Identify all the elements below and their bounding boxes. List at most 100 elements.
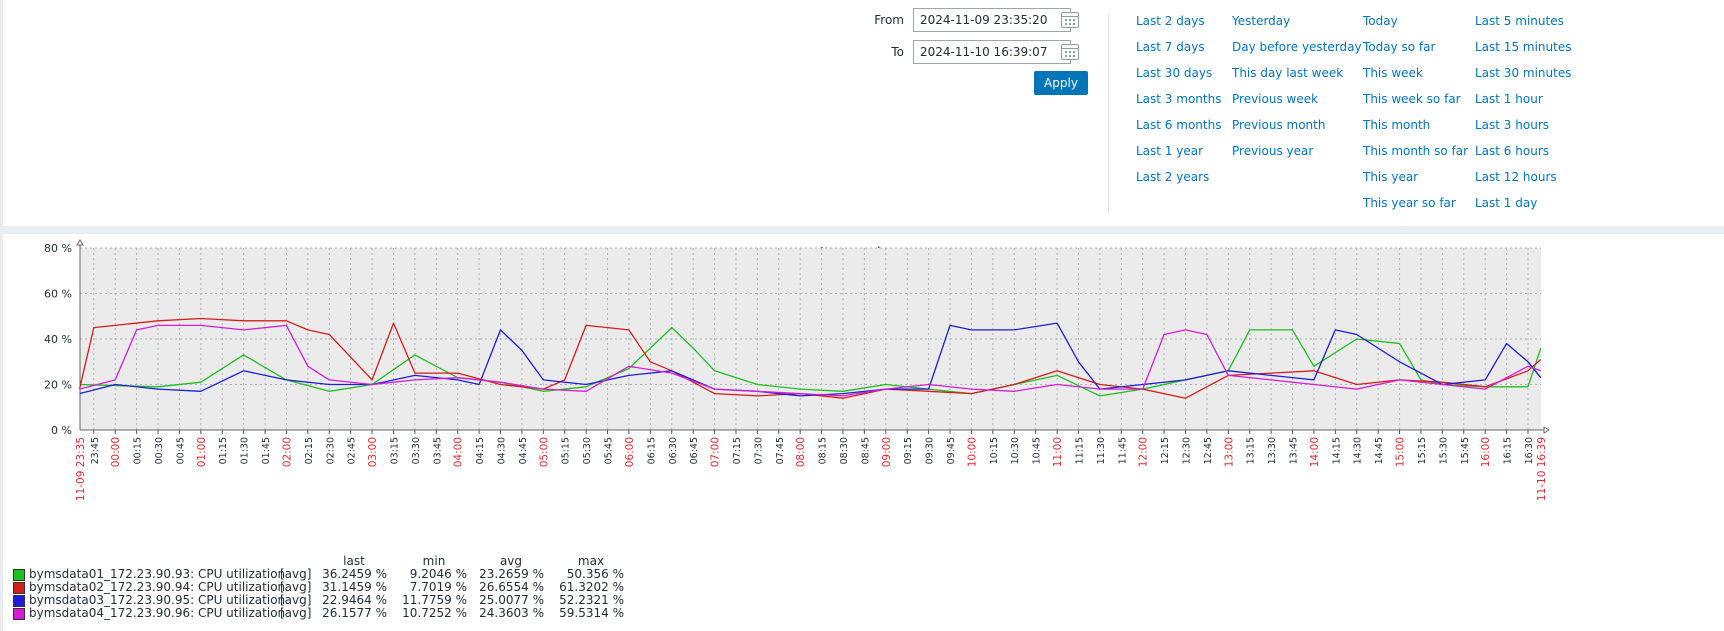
x-tick-label: 13:15 [1246,437,1257,464]
legend-swatch [13,608,25,620]
x-tick-label: 05:30 [582,437,593,464]
x-tick-label: 10:15 [989,437,1000,464]
to-date-input[interactable] [913,40,1071,64]
x-tick-label: 12:15 [1160,437,1171,464]
quick-range-this-day-last-week[interactable]: This day last week [1232,66,1344,80]
x-tick-label: 06:15 [646,437,657,464]
quick-range-last-3-months[interactable]: Last 3 months [1136,92,1222,106]
quick-range-last-2-days[interactable]: Last 2 days [1136,14,1205,28]
quick-range-previous-week[interactable]: Previous week [1232,92,1319,106]
legend-swatch [13,582,25,594]
x-tick-label: 07:00 [710,437,722,467]
x-tick-label: 12:45 [1203,437,1214,464]
quick-range-last-7-days[interactable]: Last 7 days [1136,40,1205,54]
x-tick-label: 09:15 [903,437,914,464]
quick-range-last-6-months[interactable]: Last 6 months [1136,118,1222,132]
x-tick-label: 14:15 [1331,437,1342,464]
y-tick-label: 60 % [44,288,72,301]
from-calendar-icon[interactable] [1061,12,1079,28]
x-tick-label: 00:30 [154,437,165,464]
x-axis-arrow [1543,426,1550,434]
legend-max-value: 52.2321 % [559,593,624,607]
graph-panel: Item values 0 %20 %40 %60 %80 %23:4500:0… [3,234,1724,631]
x-tick-label: 01:30 [240,437,251,464]
legend-last-value: 36.2459 % [322,567,387,581]
legend-avg-value: 25.0077 % [479,593,544,607]
y-tick-label: 20 % [44,379,72,392]
y-tick-label: 40 % [44,333,72,346]
x-end-label: 11-10 16:39 [1536,437,1548,501]
x-tick-label: 11:15 [1074,437,1085,464]
x-tick-label: 04:15 [475,437,486,464]
legend-header-max: max [577,554,605,568]
x-tick-label: 01:15 [218,437,229,464]
legend-function: [avg] [280,606,312,620]
x-tick-label: 14:00 [1309,437,1321,467]
quick-range-day-before-yesterday[interactable]: Day before yesterday [1232,40,1362,54]
x-tick-label: 01:45 [261,437,272,464]
x-tick-label: 07:30 [753,437,764,464]
quick-range-previous-month[interactable]: Previous month [1232,118,1326,132]
from-date-input[interactable] [913,8,1071,32]
legend-header-min: min [422,554,446,568]
quick-range-last-5-minutes[interactable]: Last 5 minutes [1475,14,1564,28]
x-tick-label: 16:15 [1503,437,1514,464]
x-tick-label: 15:30 [1438,437,1449,464]
legend-avg-value: 24.3603 % [479,606,544,620]
apply-button[interactable]: Apply [1034,71,1088,95]
y-tick-label: 80 % [44,242,72,255]
quick-range-this-week-so-far[interactable]: This week so far [1363,92,1461,106]
quick-range-last-30-minutes[interactable]: Last 30 minutes [1475,66,1572,80]
x-tick-label: 10:00 [966,437,978,467]
to-calendar-icon[interactable] [1061,44,1079,60]
x-tick-label: 11:45 [1117,437,1128,464]
series-line-3 [79,322,1542,397]
quick-range-last-3-hours[interactable]: Last 3 hours [1475,118,1549,132]
quick-range-last-30-days[interactable]: Last 30 days [1136,66,1213,80]
x-tick-label: 13:00 [1223,437,1235,467]
quick-range-previous-year[interactable]: Previous year [1232,144,1314,158]
x-tick-label: 05:45 [604,437,615,464]
quick-range-last-1-year[interactable]: Last 1 year [1136,144,1204,158]
quick-range-this-year-so-far[interactable]: This year so far [1363,196,1456,210]
quick-range-today-so-far[interactable]: Today so far [1363,40,1436,54]
x-tick-label: 08:45 [860,437,871,464]
quick-range-this-month-so-far[interactable]: This month so far [1363,144,1469,158]
legend-swatch [13,569,25,581]
x-tick-label: 08:15 [818,437,829,464]
legend-series-name: bymsdata03_172.23.90.95: CPU utilization [29,593,286,607]
legend-max-value: 61.3202 % [559,580,624,594]
x-tick-label: 10:30 [1010,437,1021,464]
x-tick-label: 09:30 [925,437,936,464]
x-tick-label: 13:45 [1289,437,1300,464]
quick-range-today[interactable]: Today [1363,14,1398,28]
x-tick-label: 15:00 [1395,437,1407,467]
x-tick-label: 14:30 [1353,437,1364,464]
x-tick-label: 16:00 [1480,437,1492,467]
legend-min-value: 11.7759 % [402,593,467,607]
quick-range-last-1-hour[interactable]: Last 1 hour [1475,92,1543,106]
x-tick-label: 06:30 [668,437,679,464]
legend-function: [avg] [280,593,312,607]
x-tick-label: 02:00 [281,437,293,467]
quick-range-this-month[interactable]: This month [1363,118,1431,132]
legend-avg-value: 23.2659 % [479,567,544,581]
quick-range-this-week[interactable]: This week [1363,66,1423,80]
quick-range-last-15-minutes[interactable]: Last 15 minutes [1475,40,1572,54]
quick-range-last-6-hours[interactable]: Last 6 hours [1475,144,1549,158]
x-tick-label: 07:15 [732,437,743,464]
x-tick-label: 07:45 [775,437,786,464]
quick-range-last-12-hours[interactable]: Last 12 hours [1475,170,1557,184]
cpu-utilization-chart[interactable]: 0 % 20 % 40 % 60 % 80 % 23:45 00:00 00:15 00:30 0… [3,234,1724,504]
x-tick-label: 08:30 [839,437,850,464]
x-tick-label: 15:15 [1417,437,1428,464]
quick-range-this-year[interactable]: This year [1363,170,1419,184]
quick-range-last-1-day[interactable]: Last 1 day [1475,196,1538,210]
filter-divider [1108,14,1109,214]
legend-min-value: 10.7252 % [402,606,467,620]
quick-ranges-column-2: Yesterday Day before yesterday This day la… [1232,14,1362,170]
quick-range-yesterday[interactable]: Yesterday [1232,14,1291,28]
quick-range-last-2-years[interactable]: Last 2 years [1136,170,1210,184]
legend-min-value: 9.2046 % [409,567,467,581]
